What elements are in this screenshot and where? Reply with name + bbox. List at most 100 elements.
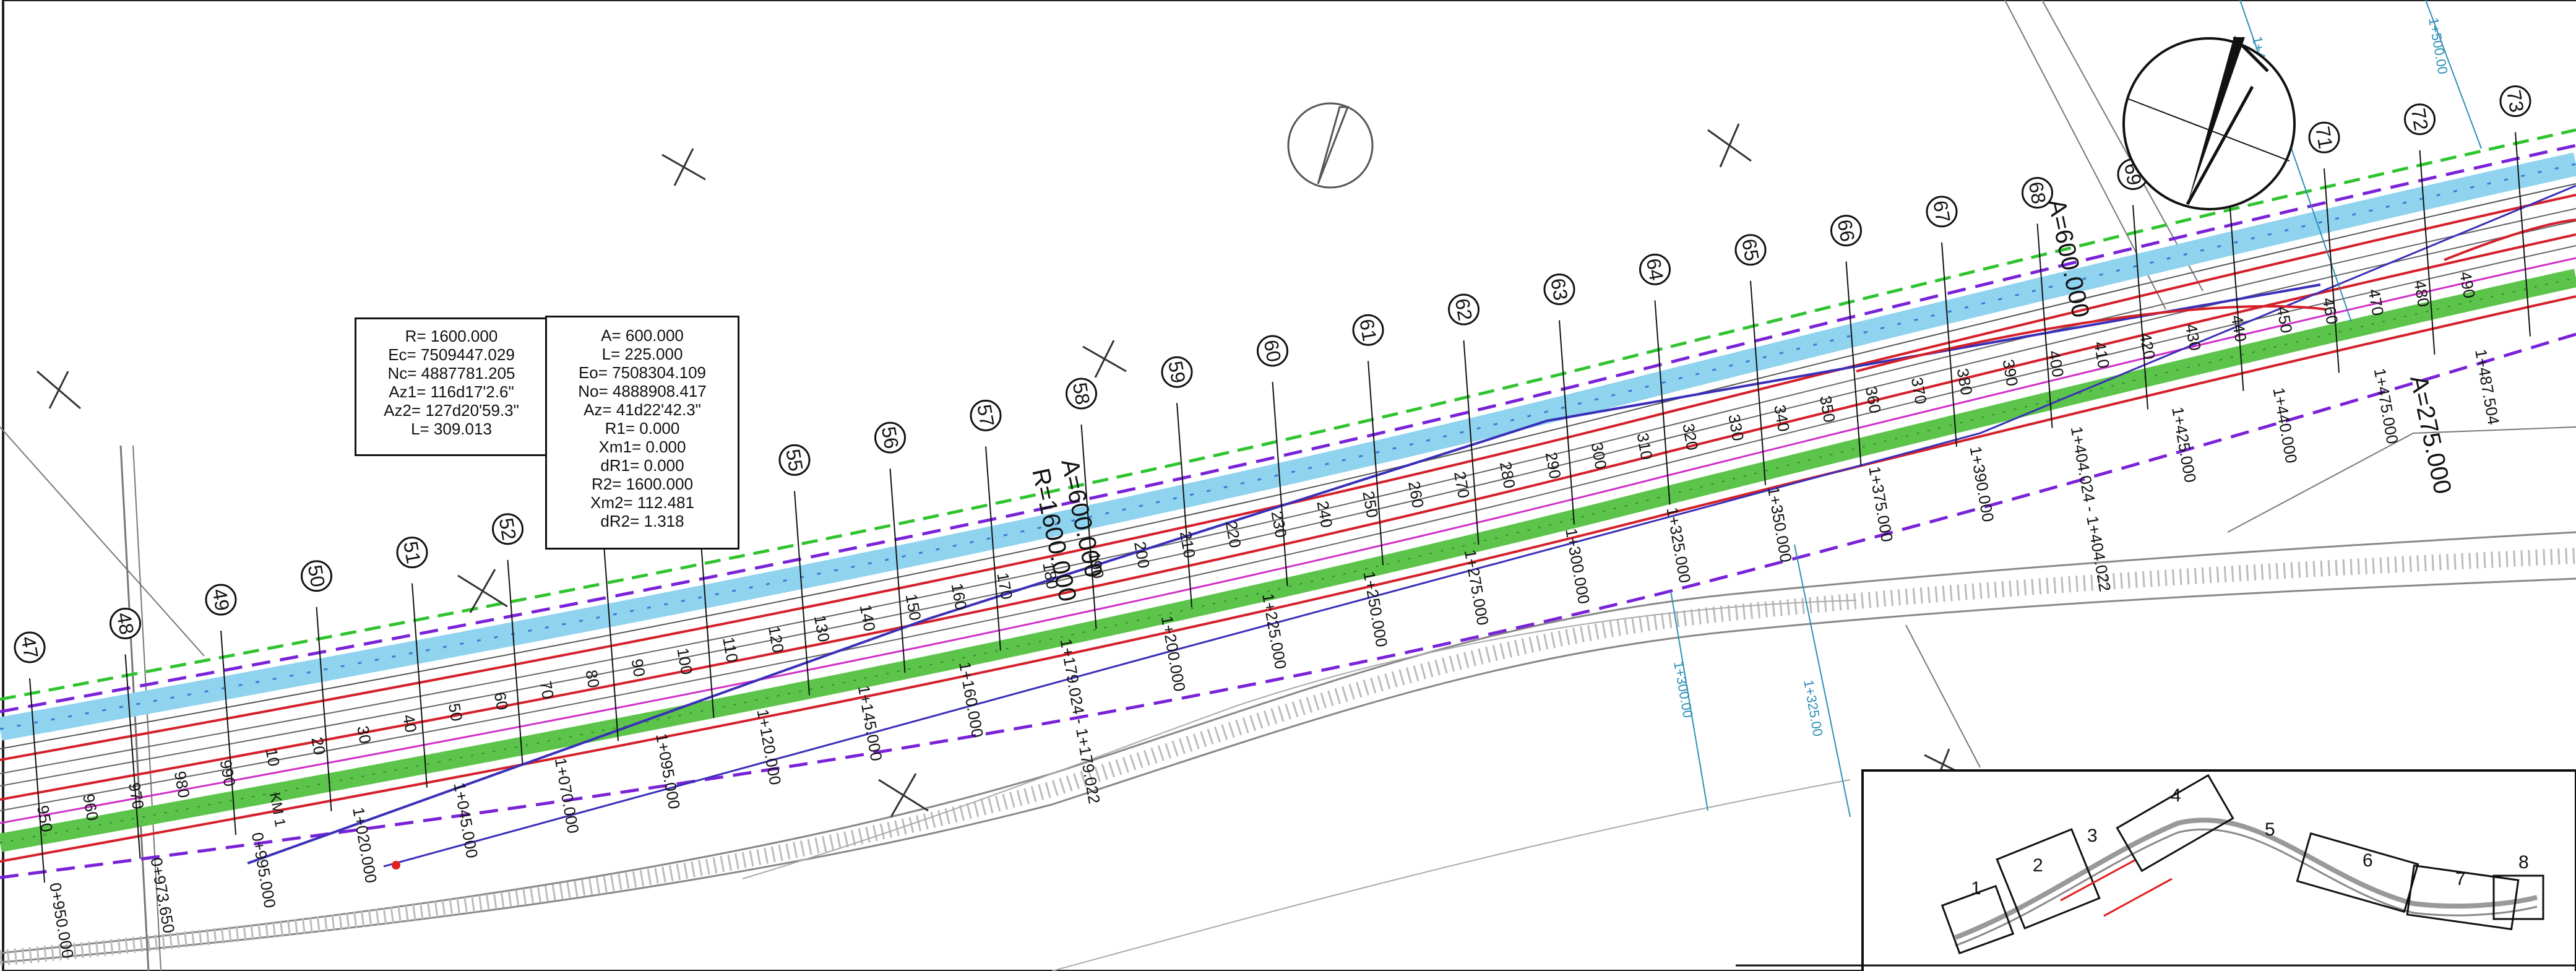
chainage-tick-label: 160	[947, 582, 970, 611]
chainage-tick-label: 300	[1588, 441, 1611, 471]
station-label: 1+095.000	[652, 732, 684, 811]
blue-station-label: 1+325.00	[1801, 679, 1826, 738]
blue-station-label: 1+300.00	[1671, 660, 1696, 719]
station-label: 1+487.504	[2471, 348, 2503, 426]
chainage-tick-label: 250	[1359, 490, 1382, 519]
station-label: 1+070.000	[551, 756, 583, 835]
chainage-tick-label: 10	[262, 747, 283, 768]
chainage-tick-label: 350	[1816, 394, 1839, 424]
cross-section-line	[603, 537, 619, 741]
cross-section-line	[2036, 223, 2053, 428]
profile-number: 55	[782, 447, 808, 473]
chainage-tick-label: 390	[1999, 358, 2022, 387]
chainage-tick-label: 70	[536, 680, 558, 701]
cross-section-line	[316, 606, 332, 811]
chainage-tick-label: 150	[902, 592, 925, 622]
chainage-tick-label: 180	[1039, 561, 1062, 590]
chainage-tick-label: 40	[399, 713, 421, 734]
profile-number: 65	[1738, 237, 1764, 262]
key-map-inset: 1 2 3 4 5 6 7 8	[1736, 769, 2576, 971]
profile-circle	[1448, 293, 1480, 326]
chainage-tick-label: 410	[2090, 340, 2113, 369]
chainage-tick-label: 370	[1908, 376, 1931, 405]
station-label: 1+375.000	[1865, 465, 1897, 543]
cross-section-line	[1176, 403, 1192, 608]
key-map-number: 3	[2087, 826, 2098, 846]
curve-1-line: Ec= 7509447.029	[388, 345, 515, 364]
curve-2-line: R1= 0.000	[605, 419, 680, 438]
key-map-number: 8	[2518, 852, 2529, 873]
profile-circle	[301, 560, 332, 592]
cross-section-line	[507, 559, 523, 764]
cross-section-line	[2419, 150, 2436, 355]
chainage-tick-label: 270	[1450, 470, 1473, 499]
profile-number: 67	[1929, 199, 1955, 224]
cross-section-line	[1080, 424, 1097, 629]
profile-circle	[1639, 253, 1671, 285]
profile-circle	[970, 399, 1002, 431]
chainage-tick-label: 990	[217, 758, 239, 788]
profile-number: 66	[1833, 218, 1859, 243]
profile-number: 71	[2311, 125, 2337, 150]
north-arrow-small-icon	[1287, 102, 1374, 189]
chainage-tick-label: 470	[2364, 287, 2387, 317]
profile-circle	[778, 444, 811, 476]
curve-2-line: L= 225.000	[601, 345, 683, 363]
chainage-ticks-layer: 950 960 970 980 990 10 20 30 40 50 60 70 80 90 100 110 1…	[33, 270, 2479, 833]
chainage-tick-label: 100	[673, 646, 696, 676]
profile-number: 59	[1164, 360, 1190, 385]
profile-circle	[874, 421, 906, 454]
profile-number: 50	[304, 563, 330, 589]
station-label: 1+120.000	[753, 708, 785, 787]
chainage-tick-label: 30	[353, 724, 375, 745]
key-map-number: 7	[2455, 869, 2466, 889]
key-map-number: 5	[2265, 819, 2275, 840]
curve-data-table-2: A= 600.000 L= 225.000 Eo= 7508304.109 No…	[545, 316, 739, 550]
cross-section-line	[985, 446, 1001, 651]
profile-circle	[2404, 103, 2436, 136]
profile-circle	[396, 537, 428, 569]
chainage-tick-label: 190	[1085, 550, 1108, 580]
cross-section-line	[794, 491, 810, 696]
profile-circle	[1926, 196, 1958, 228]
profile-number: 68	[2025, 180, 2051, 205]
cross-section-line	[1845, 261, 1862, 466]
profile-circle	[492, 513, 523, 545]
station-label: 1+475.000	[2371, 367, 2402, 446]
curve-2-line: dR1= 0.000	[600, 456, 684, 475]
chainage-tick-label: 80	[582, 668, 604, 689]
profile-number: 62	[1451, 296, 1477, 322]
cross-section-line	[1272, 381, 1288, 587]
chainage-tick-label: 310	[1633, 431, 1656, 461]
key-map-number: 4	[2171, 785, 2181, 806]
north-arrow-large-icon	[2122, 36, 2296, 210]
chainage-tick-label: 130	[811, 614, 834, 644]
profile-number: 48	[113, 611, 139, 636]
curve-2-line: dR2= 1.318	[600, 512, 684, 530]
chainage-tick-label: 200	[1131, 540, 1153, 570]
cross-section-line	[1463, 340, 1480, 545]
profile-circle	[1257, 335, 1288, 367]
curve-2-line: Xm1= 0.000	[598, 438, 686, 456]
chainage-tick-label: 290	[1542, 451, 1565, 480]
chainage-tick-label: 400	[2044, 349, 2067, 379]
profile-number: 58	[1069, 381, 1095, 406]
highway-corridor	[0, 0, 2576, 879]
curve-2-line: Eo= 7508304.109	[578, 363, 707, 382]
chainage-tick-label: 330	[1725, 413, 1747, 442]
profile-circle	[1734, 234, 1767, 266]
profile-number: 60	[1260, 338, 1286, 363]
station-label: 1+145.000	[855, 684, 886, 762]
curve-1-line: R= 1600.000	[405, 327, 498, 345]
cross-section-line	[1654, 300, 1671, 505]
chainage-tick-label: 280	[1496, 460, 1519, 490]
annotation-a275: A=275.000	[2405, 373, 2457, 497]
cross-section-line	[411, 583, 428, 788]
chainage-tick-label: 480	[2410, 278, 2433, 308]
cross-section-line	[2132, 205, 2148, 410]
chainage-tick-label: 170	[993, 571, 1016, 601]
station-label: 0+973.650	[147, 856, 178, 934]
curve-2-line: R2= 1600.000	[591, 475, 694, 493]
station-label: 1+275.000	[1461, 548, 1493, 627]
